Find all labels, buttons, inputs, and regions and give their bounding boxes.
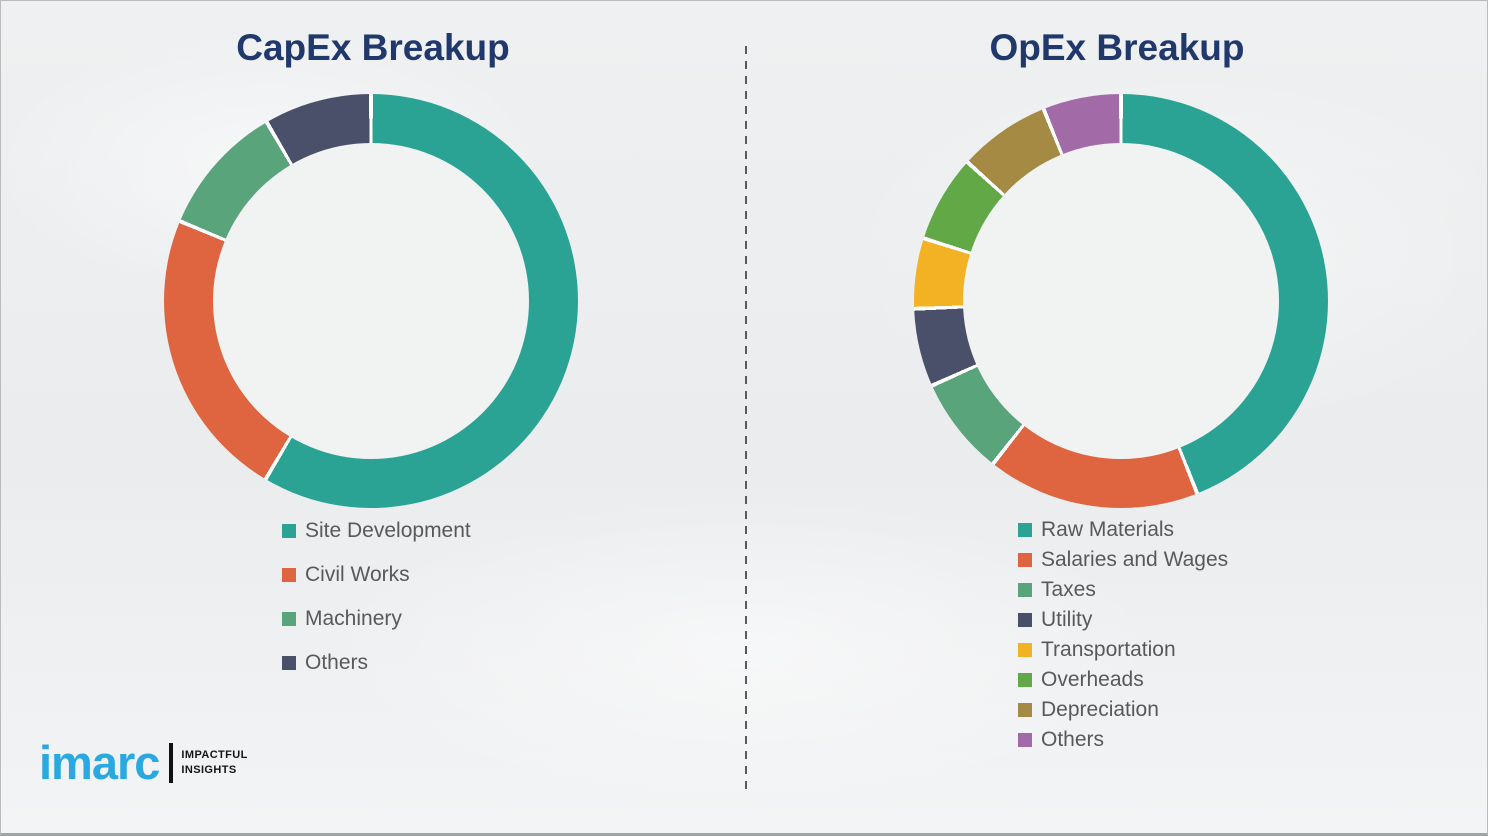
legend-item: Taxes bbox=[1018, 575, 1228, 605]
opex-chart-title: OpEx Breakup bbox=[989, 27, 1245, 68]
legend-item: Utility bbox=[1018, 605, 1228, 635]
legend-swatch bbox=[282, 656, 296, 670]
legend-label: Others bbox=[1041, 728, 1105, 751]
opex-donut-hole bbox=[963, 143, 1279, 459]
legend-item: Machinery bbox=[282, 597, 471, 641]
legend-label: Machinery bbox=[305, 607, 402, 630]
legend-swatch bbox=[1018, 583, 1032, 597]
opex-donut-chart bbox=[914, 94, 1328, 508]
imarc-brand-block: imarc IMPACTFUL INSIGHTS bbox=[39, 739, 248, 786]
legend-label: Salaries and Wages bbox=[1041, 548, 1229, 571]
legend-swatch bbox=[1018, 553, 1032, 567]
legend-label: Taxes bbox=[1041, 578, 1096, 601]
legend-label: Others bbox=[305, 651, 369, 674]
tagline-line-2: INSIGHTS bbox=[181, 763, 237, 776]
legend-item: Transportation bbox=[1018, 635, 1228, 665]
legend-label: Site Development bbox=[305, 519, 471, 542]
capex-panel: CapEx Breakup Site Development Civil Work… bbox=[1, 1, 745, 833]
capex-donut-hole bbox=[213, 143, 529, 459]
legend-label: Civil Works bbox=[305, 563, 410, 586]
logo-divider-bar bbox=[169, 742, 174, 783]
legend-item: Civil Works bbox=[282, 553, 471, 597]
legend-swatch bbox=[1018, 613, 1032, 627]
imarc-tagline: IMPACTFUL INSIGHTS bbox=[181, 748, 247, 777]
legend-swatch bbox=[1018, 523, 1032, 537]
opex-legend: Raw Materials Salaries and Wages Taxes Util… bbox=[1018, 515, 1228, 755]
capex-legend: Site Development Civil Works Machinery Othe… bbox=[282, 509, 471, 685]
legend-swatch bbox=[1018, 733, 1032, 747]
legend-item: Site Development bbox=[282, 509, 471, 553]
tagline-line-1: IMPACTFUL bbox=[181, 749, 248, 762]
legend-swatch bbox=[282, 612, 296, 626]
legend-swatch bbox=[1018, 673, 1032, 687]
legend-swatch bbox=[1018, 643, 1032, 657]
legend-swatch bbox=[282, 568, 296, 582]
legend-item: Depreciation bbox=[1018, 695, 1228, 725]
capex-chart-title: CapEx Breakup bbox=[236, 27, 510, 68]
legend-label: Utility bbox=[1041, 608, 1093, 631]
legend-label: Raw Materials bbox=[1041, 518, 1175, 541]
imarc-logo: imarc bbox=[39, 736, 160, 789]
legend-label: Transportation bbox=[1041, 638, 1176, 661]
panel-divider-dashed-line bbox=[745, 46, 747, 792]
capex-donut-chart bbox=[164, 94, 578, 508]
opex-panel: OpEx Breakup Raw Materials Salaries and W… bbox=[745, 1, 1487, 833]
legend-item: Overheads bbox=[1018, 665, 1228, 695]
legend-swatch bbox=[1018, 703, 1032, 717]
legend-swatch bbox=[282, 524, 296, 538]
legend-item: Others bbox=[1018, 725, 1228, 755]
legend-item: Raw Materials bbox=[1018, 515, 1228, 545]
legend-label: Depreciation bbox=[1041, 698, 1159, 721]
legend-item: Others bbox=[282, 641, 471, 685]
legend-item: Salaries and Wages bbox=[1018, 545, 1228, 575]
legend-label: Overheads bbox=[1041, 668, 1144, 691]
